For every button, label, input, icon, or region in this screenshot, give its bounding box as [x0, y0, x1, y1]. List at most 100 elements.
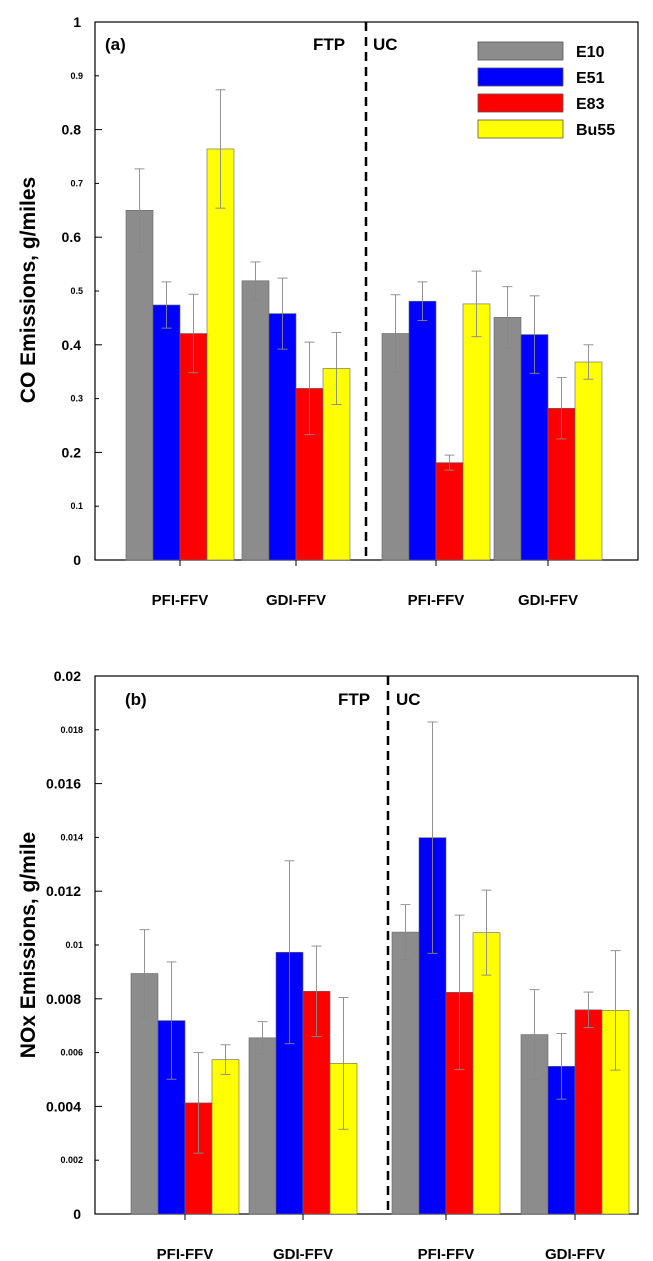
error-bar-e83-0	[193, 1052, 204, 1154]
error-bar-e51-0	[166, 961, 177, 1080]
error-bar-bu55-3	[583, 344, 594, 380]
legend-item-bu55: Bu55	[477, 119, 615, 139]
error-bar-e83-2	[454, 914, 465, 1070]
bar-bu55-0	[206, 148, 235, 561]
error-bar-bu55-2	[471, 270, 482, 338]
bar-bu55-2	[462, 303, 491, 561]
x-axis-ticks: PFI-FFV GDI-FFV PFI-FFV GDI-FFV	[152, 560, 578, 609]
y-tick-label: 0.8	[62, 122, 82, 138]
error-bar-e83-0	[188, 293, 199, 374]
cycle-label-uc: UC	[396, 690, 421, 709]
y-tick-label: 0.008	[46, 991, 81, 1007]
y-tick-label: 0.002	[60, 1155, 83, 1165]
y-tick-label: 0.7	[70, 178, 83, 188]
error-bar-bu55-1	[331, 331, 342, 405]
error-bar-e10-2	[400, 904, 411, 960]
bar-bu55-0	[211, 1059, 240, 1215]
bar-e10-1	[241, 280, 270, 561]
legend-swatch	[477, 93, 564, 113]
legend-swatch	[477, 67, 564, 87]
y-tick-label: 0.006	[60, 1048, 83, 1058]
error-bar-bu55-0	[215, 89, 226, 209]
x-category-label: PFI-FFV	[157, 1246, 214, 1261]
error-bar-layer	[134, 89, 594, 471]
y-tick-label: 0.014	[60, 832, 83, 842]
error-bar-e10-0	[134, 168, 145, 253]
error-bar-e51-1	[284, 860, 295, 1045]
x-axis-ticks: PFI-FFV GDI-FFV PFI-FFV GDI-FFV	[157, 1214, 605, 1261]
x-category-label: GDI-FFV	[545, 1246, 605, 1261]
y-tick-label: 0.4	[62, 337, 82, 353]
y-tick-label: 0	[73, 1206, 81, 1222]
bar-e83-3	[574, 1009, 603, 1215]
y-tick-label: 0.1	[70, 501, 83, 511]
x-category-label: PFI-FFV	[418, 1246, 475, 1261]
y-tick-label: 0.5	[70, 286, 83, 296]
y-tick-label: 0.016	[46, 776, 81, 792]
bar-layer	[125, 148, 603, 561]
bar-e51-0	[152, 304, 181, 561]
x-category-label: GDI-FFV	[266, 592, 326, 609]
error-bar-e51-0	[161, 281, 172, 329]
bar-e83-2	[435, 462, 464, 561]
error-bar-e83-3	[556, 377, 567, 440]
error-bar-e10-2	[390, 294, 401, 373]
error-bar-layer	[139, 721, 621, 1154]
cycle-label-ftp: FTP	[313, 35, 345, 54]
legend-item-e10: E10	[477, 41, 605, 61]
error-bar-bu55-3	[610, 950, 621, 1071]
panel-tag: (b)	[125, 690, 147, 709]
error-bar-e51-3	[529, 295, 540, 374]
y-axis-title: NOx Emissions, g/mile	[17, 832, 40, 1058]
legend: E10 E51 E83 Bu55	[477, 41, 615, 139]
legend-label: E83	[576, 96, 605, 113]
nox-emissions-panel: 0 0.004 0.008 0.012 0.016 0.02 0.002 0.006 0.01 0…	[17, 668, 639, 1261]
x-category-label: GDI-FFV	[518, 592, 578, 609]
y-axis-ticks: 0 0.004 0.008 0.012 0.016 0.02 0.002 0.006 0.01 0…	[46, 668, 102, 1222]
legend-label: E51	[576, 70, 605, 87]
legend-item-e51: E51	[477, 67, 605, 87]
error-bar-e51-1	[277, 277, 288, 350]
legend-label: Bu55	[576, 122, 615, 139]
x-category-label: GDI-FFV	[273, 1246, 333, 1261]
bar-bu55-2	[472, 932, 501, 1215]
x-category-label: PFI-FFV	[408, 592, 465, 609]
y-tick-label: 0.018	[60, 725, 83, 735]
error-bar-bu55-2	[481, 889, 492, 976]
error-bar-e83-1	[304, 341, 315, 436]
error-bar-bu55-0	[220, 1044, 231, 1075]
bar-e10-1	[248, 1037, 277, 1215]
error-bar-e10-1	[250, 261, 261, 301]
error-bar-e10-3	[502, 286, 513, 349]
panel-tag: (a)	[105, 35, 126, 54]
y-tick-label: 0.004	[46, 1098, 81, 1114]
error-bar-e83-3	[583, 991, 594, 1029]
y-tick-label: 0.9	[70, 71, 83, 81]
error-bar-bu55-1	[338, 997, 349, 1130]
error-bar-e10-3	[529, 989, 540, 1080]
error-bar-e83-2	[444, 454, 455, 471]
y-tick-label: 0.3	[70, 394, 83, 404]
legend-item-e83: E83	[477, 93, 605, 113]
bar-e51-2	[408, 300, 437, 561]
legend-label: E10	[576, 44, 605, 61]
y-tick-label: 0.012	[46, 883, 81, 899]
error-bar-e51-2	[427, 721, 438, 954]
error-bar-e10-0	[139, 929, 150, 1018]
y-tick-label: 1	[73, 14, 81, 30]
error-bar-e51-3	[556, 1033, 567, 1100]
y-tick-label: 0.01	[65, 940, 83, 950]
bar-e83-3	[547, 407, 576, 561]
y-tick-label: 0	[73, 552, 81, 568]
bar-e10-3	[493, 317, 522, 561]
error-bar-e83-1	[311, 945, 322, 1037]
y-tick-label: 0.02	[54, 668, 81, 684]
x-category-label: PFI-FFV	[152, 592, 209, 609]
y-axis-title: CO Emissions, g/miles	[17, 177, 40, 403]
error-bar-e10-1	[257, 1021, 268, 1055]
cycle-label-uc: UC	[373, 35, 398, 54]
cycle-label-ftp: FTP	[338, 690, 370, 709]
y-tick-label: 0.6	[62, 229, 82, 245]
co-emissions-panel: 0 0.2 0.4 0.6 0.8 1 0.1 0.3 0.5 0.7 0.9 PFI-FFV GDI…	[17, 14, 639, 609]
